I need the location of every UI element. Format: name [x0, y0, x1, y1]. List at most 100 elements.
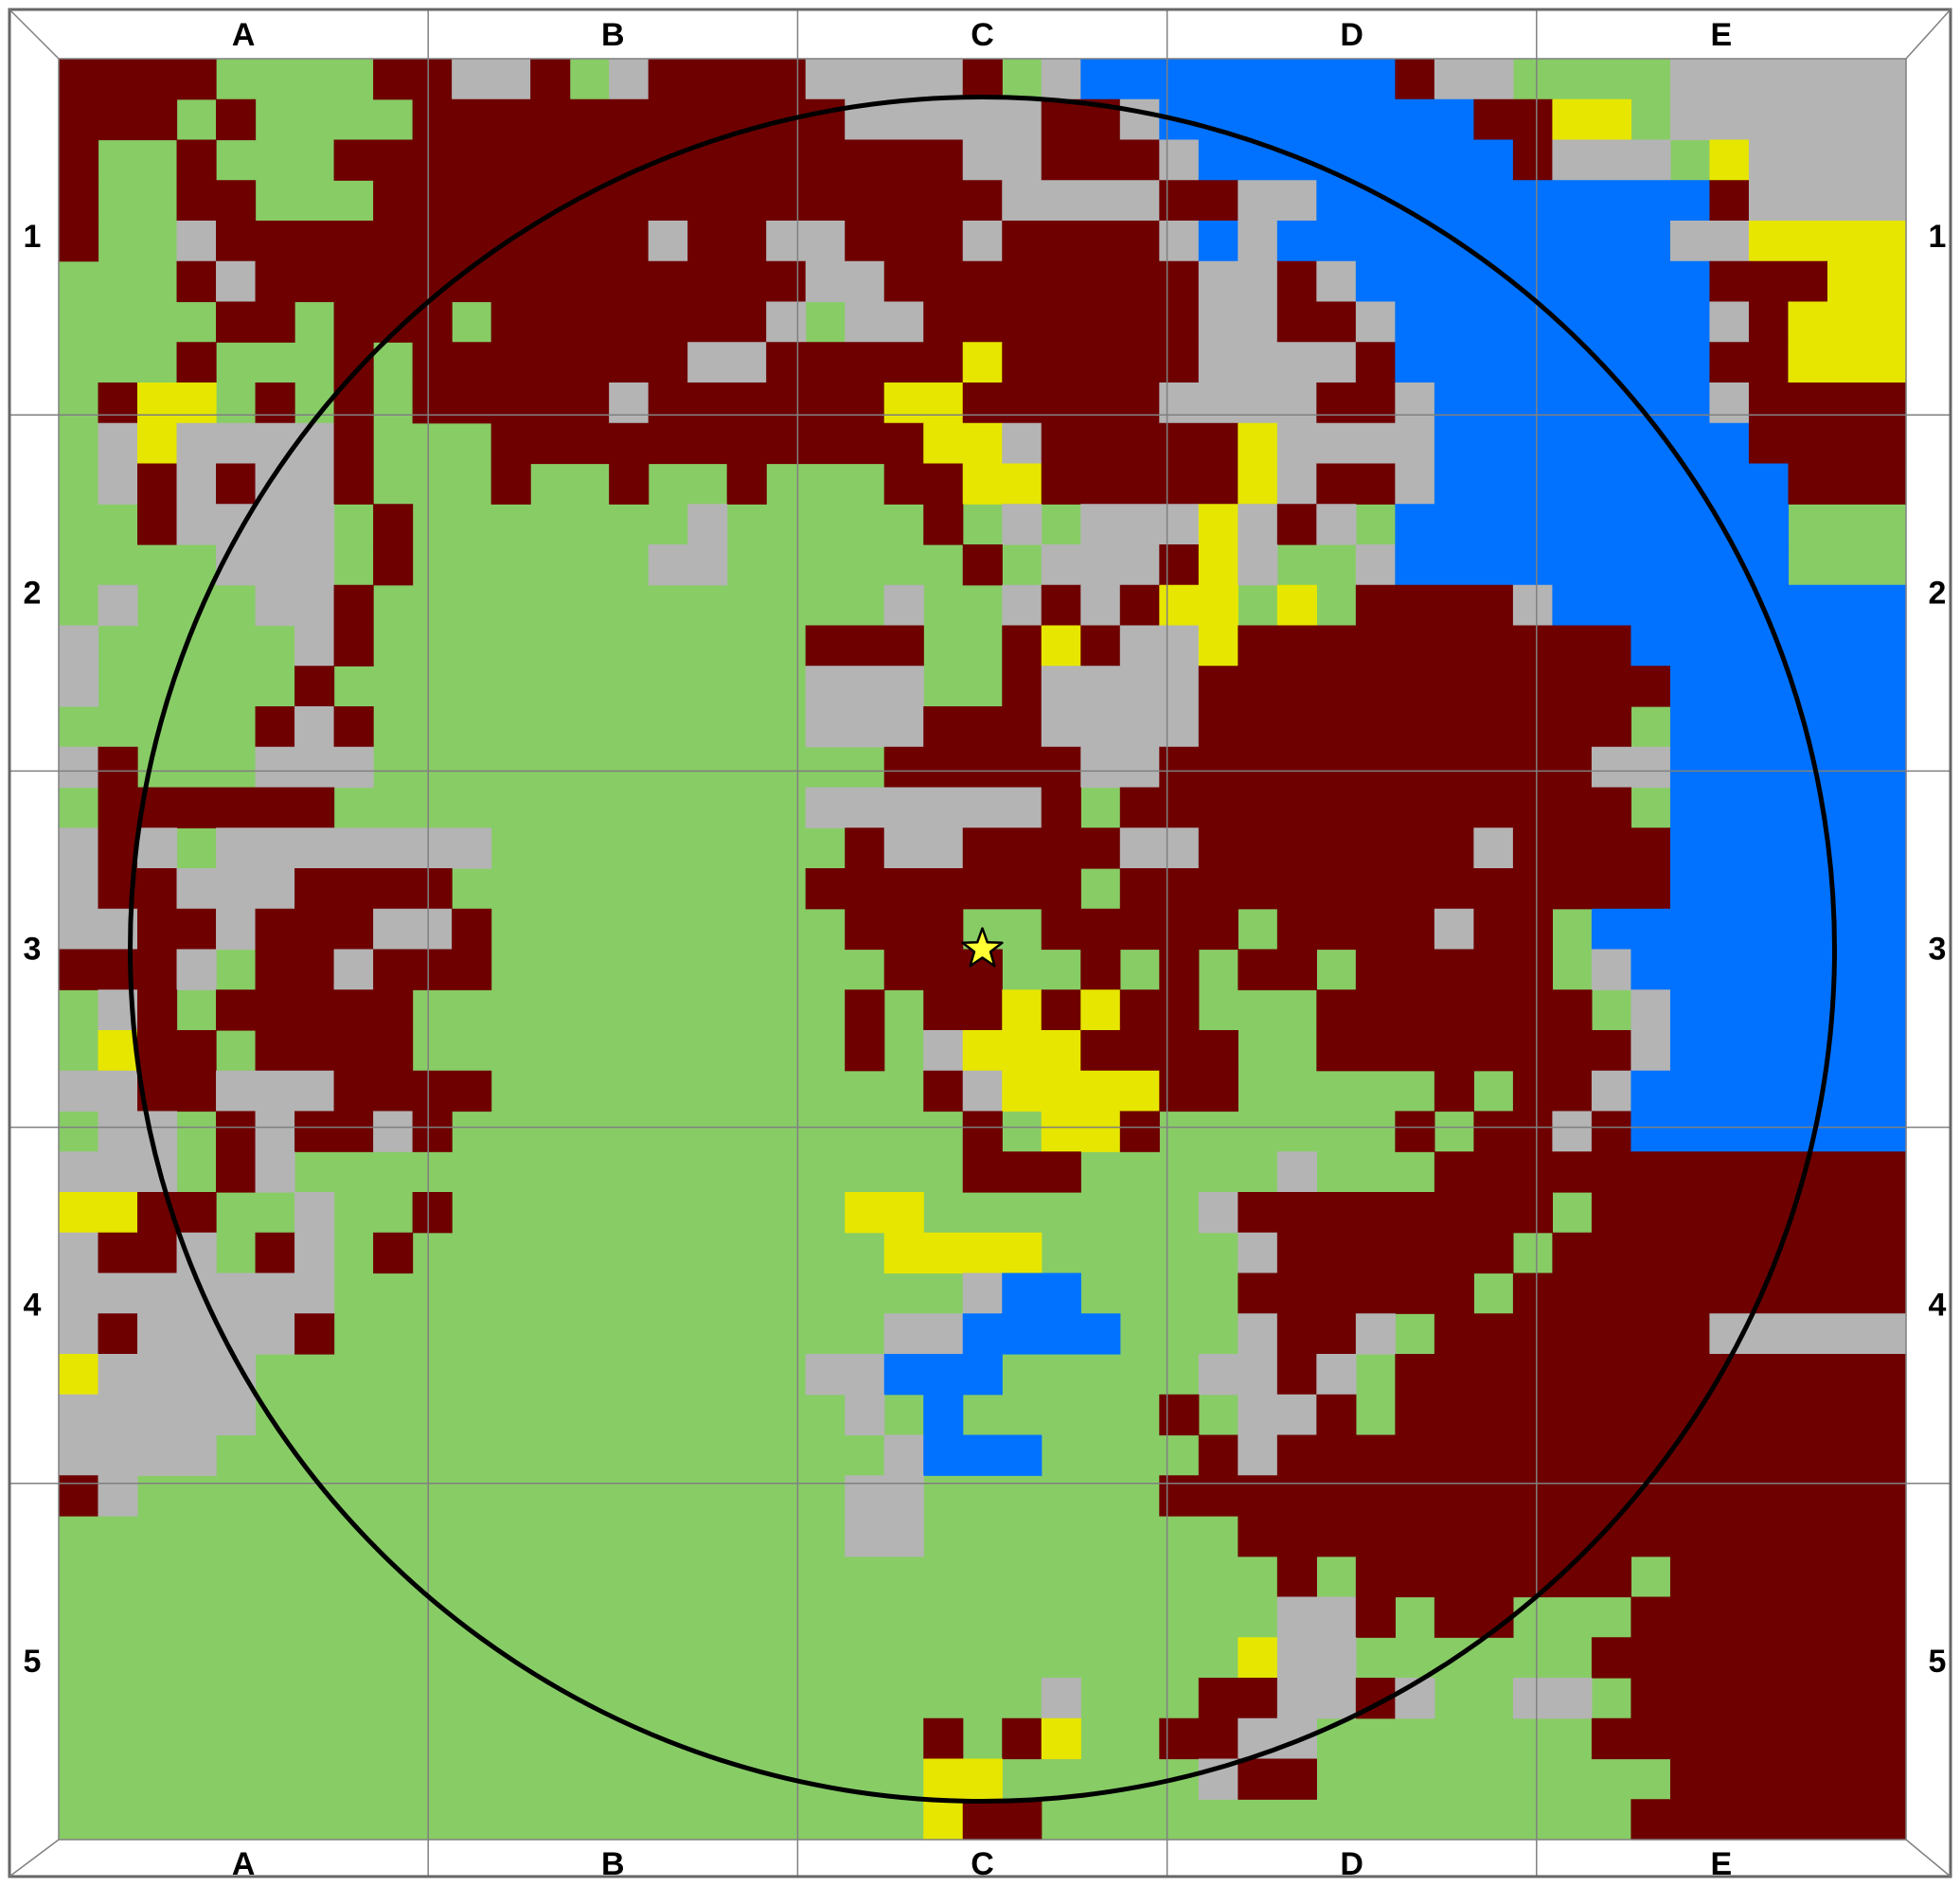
sand-tile: [923, 422, 1003, 465]
forest-tile: [648, 59, 807, 100]
rock-tile: [1002, 422, 1042, 465]
forest-tile: [805, 625, 924, 667]
corner-bevel: [9, 1839, 60, 1877]
water-tile: [1669, 1030, 1907, 1072]
forest-tile: [216, 1111, 257, 1152]
rock-tile: [805, 787, 1042, 828]
forest-tile: [1591, 1637, 1907, 1679]
water-tile: [1669, 827, 1907, 869]
forest-tile: [1198, 706, 1632, 748]
rock-tile: [1591, 1070, 1632, 1112]
forest-tile: [845, 1030, 885, 1072]
range-circle: [128, 95, 1837, 1804]
rock-tile: [294, 1232, 335, 1274]
forest-tile: [412, 1111, 453, 1152]
rock-tile: [1238, 1434, 1278, 1476]
water-tile: [1630, 625, 1907, 667]
forest-tile: [1276, 908, 1435, 951]
forest-tile: [490, 301, 767, 343]
forest-tile: [1630, 1678, 1907, 1719]
rock-tile: [1002, 504, 1042, 545]
forest-tile: [412, 342, 688, 383]
forest-tile: [923, 504, 964, 545]
forest-tile: [1041, 787, 1081, 828]
rock-tile: [59, 625, 99, 667]
rock-tile: [255, 1151, 295, 1193]
forest-tile: [1512, 139, 1553, 181]
rock-tile: [1709, 301, 1750, 343]
forest-tile: [883, 746, 1081, 789]
forest-tile: [923, 989, 1003, 1031]
forest-tile: [923, 1070, 964, 1112]
forest-tile: [1473, 908, 1553, 951]
column-label-top: B: [601, 17, 625, 53]
forest-tile: [333, 463, 374, 505]
forest-tile: [452, 908, 492, 951]
forest-tile: [216, 989, 414, 1031]
rock-tile: [1198, 1192, 1238, 1234]
forest-tile: [1198, 827, 1474, 869]
forest-tile: [1119, 584, 1160, 627]
rock-tile: [137, 827, 178, 869]
forest-tile: [609, 463, 650, 505]
forest-tile: [1395, 1394, 1907, 1436]
rock-tile: [805, 59, 964, 100]
forest-tile: [962, 1799, 1042, 1841]
forest-tile: [294, 1111, 374, 1152]
grid-labels: A A B B C C D D E E 1 1 2 2 3 3 4 4 5 5: [24, 17, 1947, 1882]
forest-tile: [1238, 625, 1632, 667]
column-label-top: A: [232, 17, 256, 53]
rock-tile: [1238, 1232, 1278, 1274]
forest-tile: [1041, 463, 1238, 505]
rock-tile: [98, 1475, 138, 1517]
corner-bevel: [9, 9, 60, 60]
water-tile: [1355, 260, 1711, 303]
rock-tile: [1159, 383, 1317, 424]
forest-tile: [294, 666, 335, 707]
sand-tile: [1788, 342, 1907, 383]
forest-tile: [98, 1313, 138, 1355]
forest-tile: [255, 949, 335, 990]
outer-border: [8, 8, 1952, 1878]
forest-tile: [333, 422, 374, 465]
rock-tile: [373, 1111, 414, 1152]
rock-tile: [805, 666, 924, 707]
water-tile: [1080, 59, 1396, 100]
forest-tile: [923, 706, 1042, 748]
rock-tile: [98, 463, 138, 505]
column-label-bottom: B: [601, 1846, 625, 1882]
forest-tile: [333, 625, 374, 667]
rock-tile: [1238, 1313, 1278, 1355]
rock-tile: [1709, 383, 1750, 424]
forest-tile: [1238, 949, 1317, 990]
water-tile: [1002, 1272, 1081, 1314]
forest-tile: [176, 139, 217, 181]
forest-tile: [373, 504, 414, 545]
forest-tile: [530, 59, 571, 100]
rock-tile: [1709, 1313, 1907, 1355]
sand-tile: [137, 383, 217, 424]
forest-tile: [176, 260, 217, 303]
rock-tile: [1669, 98, 1907, 141]
rock-tile: [1276, 463, 1317, 505]
rock-tile: [216, 908, 257, 951]
forest-tile: [1788, 463, 1907, 505]
forest-tile: [333, 706, 374, 748]
forest-tile: [1159, 544, 1200, 586]
forest-tile: [962, 544, 1003, 586]
rock-tile: [962, 221, 1003, 262]
rock-tile: [294, 625, 335, 667]
rock-tile: [883, 1434, 924, 1476]
forest-tile: [137, 1070, 217, 1112]
sand-tile: [1709, 139, 1750, 181]
forest-tile: [1276, 260, 1317, 303]
column-label-bottom: C: [971, 1846, 994, 1882]
forest-tile: [1395, 1354, 1907, 1396]
water-tile: [1159, 98, 1474, 141]
forest-tile: [255, 706, 295, 748]
rock-tile: [1041, 706, 1200, 748]
forest-tile: [1630, 1799, 1907, 1841]
forest-tile: [1355, 342, 1396, 383]
rock-tile: [59, 827, 99, 869]
rock-tile: [255, 746, 374, 789]
